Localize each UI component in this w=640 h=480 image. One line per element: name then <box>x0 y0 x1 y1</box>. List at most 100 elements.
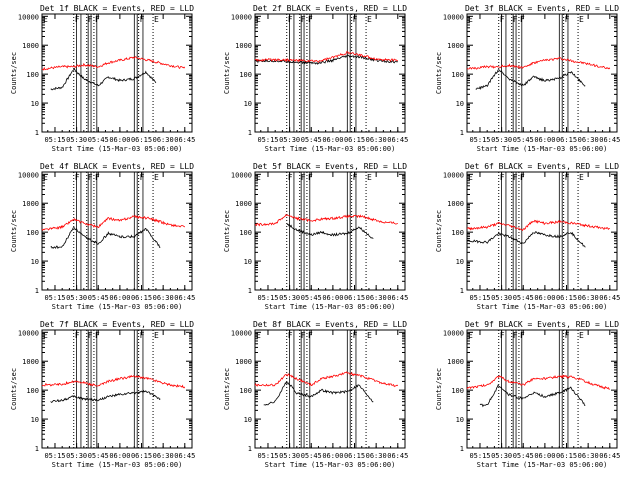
plot-frame <box>254 171 406 291</box>
series-lld-line <box>466 56 611 70</box>
x-tick-label: 05:30 <box>66 136 87 144</box>
x-tick-label: 06:00 <box>109 136 130 144</box>
panel-det-3: Det 3f BLACK = Events, RED = LLD 1 10 100 10… <box>435 4 620 153</box>
panel-det-7: Det 7f BLACK = Events, RED = LLD 1 10 100 10… <box>10 320 195 469</box>
panel-det-2: Det 2f BLACK = Events, RED = LLD 1 10 100 10… <box>223 4 408 153</box>
x-tick-label: 06:30 <box>366 452 387 460</box>
y-tick-label: 10000 <box>443 13 464 21</box>
event-marker-label: F <box>513 331 518 340</box>
x-tick-label: 05:45 <box>301 452 322 460</box>
x-axis-label: Start Time (15-Mar-03 05:06:00) <box>477 303 608 311</box>
y-tick-label: 10 <box>244 258 252 266</box>
x-tick-label: 06:15 <box>344 452 365 460</box>
series-lld-line <box>254 371 399 388</box>
x-tick-label: 06:15 <box>131 136 152 144</box>
x-tick-label: 05:15 <box>469 452 490 460</box>
event-marker-label: F <box>513 15 518 24</box>
event-marker-label: E <box>43 15 48 24</box>
x-tick-label: 05:30 <box>66 452 87 460</box>
x-tick-label: 06:30 <box>578 136 599 144</box>
y-tick-label: 1 <box>248 445 252 453</box>
x-tick-label: 05:30 <box>279 452 300 460</box>
y-axis-label: Counts/sec <box>223 368 231 410</box>
event-marker-label: F <box>520 331 525 340</box>
panel-title: Det 6f BLACK = Events, RED = LLD <box>465 162 619 171</box>
x-axis-label: Start Time (15-Mar-03 05:06:00) <box>477 145 608 153</box>
y-tick-label: 100 <box>239 387 252 395</box>
event-marker-label: F <box>353 173 358 182</box>
plot-frame <box>466 171 618 291</box>
y-tick-label: 1000 <box>447 358 464 366</box>
y-tick-label: 1000 <box>235 358 252 366</box>
x-tick-label: 06:45 <box>387 136 408 144</box>
x-tick-label: 05:15 <box>257 136 278 144</box>
event-marker-label: E <box>367 173 372 182</box>
y-tick-label: 10000 <box>231 329 252 337</box>
event-marker-label: F <box>88 173 93 182</box>
x-tick-label: 05:30 <box>491 294 512 302</box>
event-marker-label: E <box>256 15 261 24</box>
x-tick-label: 05:30 <box>491 136 512 144</box>
panel-title: Det 7f BLACK = Events, RED = LLD <box>40 320 194 329</box>
x-tick-label: 06:45 <box>174 294 195 302</box>
y-axis-label: Counts/sec <box>435 52 443 94</box>
panel-title: Det 4f BLACK = Events, RED = LLD <box>40 162 194 171</box>
x-axis-label: Start Time (15-Mar-03 05:06:00) <box>265 461 396 469</box>
x-tick-label: 05:15 <box>257 452 278 460</box>
event-marker-label: E <box>579 15 584 24</box>
event-marker-label: E <box>256 331 261 340</box>
y-axis-label: Counts/sec <box>10 210 18 252</box>
event-marker-label: F <box>308 15 313 24</box>
series-events-line <box>263 380 374 406</box>
series-events-line <box>50 67 157 91</box>
x-tick-label: 06:00 <box>322 294 343 302</box>
y-tick-label: 10000 <box>443 171 464 179</box>
series-lld-line <box>41 374 186 389</box>
x-tick-label: 06:15 <box>556 294 577 302</box>
series-events-line <box>475 69 586 91</box>
event-marker-label: F <box>88 15 93 24</box>
x-tick-label: 05:15 <box>44 136 65 144</box>
event-marker-label: E <box>367 331 372 340</box>
x-tick-label: 06:30 <box>366 136 387 144</box>
x-axis-label: Start Time (15-Mar-03 05:06:00) <box>265 303 396 311</box>
y-tick-label: 1000 <box>22 358 39 366</box>
x-tick-label: 06:15 <box>344 294 365 302</box>
series-events-line <box>286 222 374 239</box>
event-marker-label: E <box>468 173 473 182</box>
x-tick-label: 06:45 <box>599 452 620 460</box>
x-axis-label: Start Time (15-Mar-03 05:06:00) <box>265 145 396 153</box>
x-tick-label: 06:00 <box>322 452 343 460</box>
event-marker-label: E <box>256 173 261 182</box>
y-tick-label: 1 <box>35 287 39 295</box>
panel-title: Det 1f BLACK = Events, RED = LLD <box>40 4 194 13</box>
y-tick-label: 10 <box>31 100 39 108</box>
panel-title: Det 3f BLACK = Events, RED = LLD <box>465 4 619 13</box>
x-tick-label: 06:15 <box>131 452 152 460</box>
y-tick-label: 10 <box>456 258 464 266</box>
y-tick-label: 1000 <box>235 42 252 50</box>
y-tick-label: 100 <box>451 71 464 79</box>
x-tick-label: 06:45 <box>599 294 620 302</box>
y-tick-label: 1000 <box>22 200 39 208</box>
event-marker-label: F <box>520 15 525 24</box>
x-axis-label: Start Time (15-Mar-03 05:06:00) <box>52 303 183 311</box>
x-tick-label: 05:15 <box>469 294 490 302</box>
x-tick-label: 06:00 <box>109 294 130 302</box>
event-marker-label: F <box>75 173 80 182</box>
event-marker-label: F <box>500 15 505 24</box>
series-lld-line <box>254 213 398 227</box>
event-marker-label: F <box>301 331 306 340</box>
y-tick-label: 1 <box>460 445 464 453</box>
event-marker-label: F <box>288 173 293 182</box>
x-tick-label: 06:30 <box>578 294 599 302</box>
event-marker-label: F <box>88 331 93 340</box>
event-marker-label: E <box>579 173 584 182</box>
event-marker-label: E <box>43 331 48 340</box>
x-tick-label: 06:30 <box>153 452 174 460</box>
y-axis-label: Counts/sec <box>223 52 231 94</box>
x-tick-label: 06:15 <box>344 136 365 144</box>
y-tick-label: 10 <box>31 258 39 266</box>
plot-frame <box>41 13 193 133</box>
